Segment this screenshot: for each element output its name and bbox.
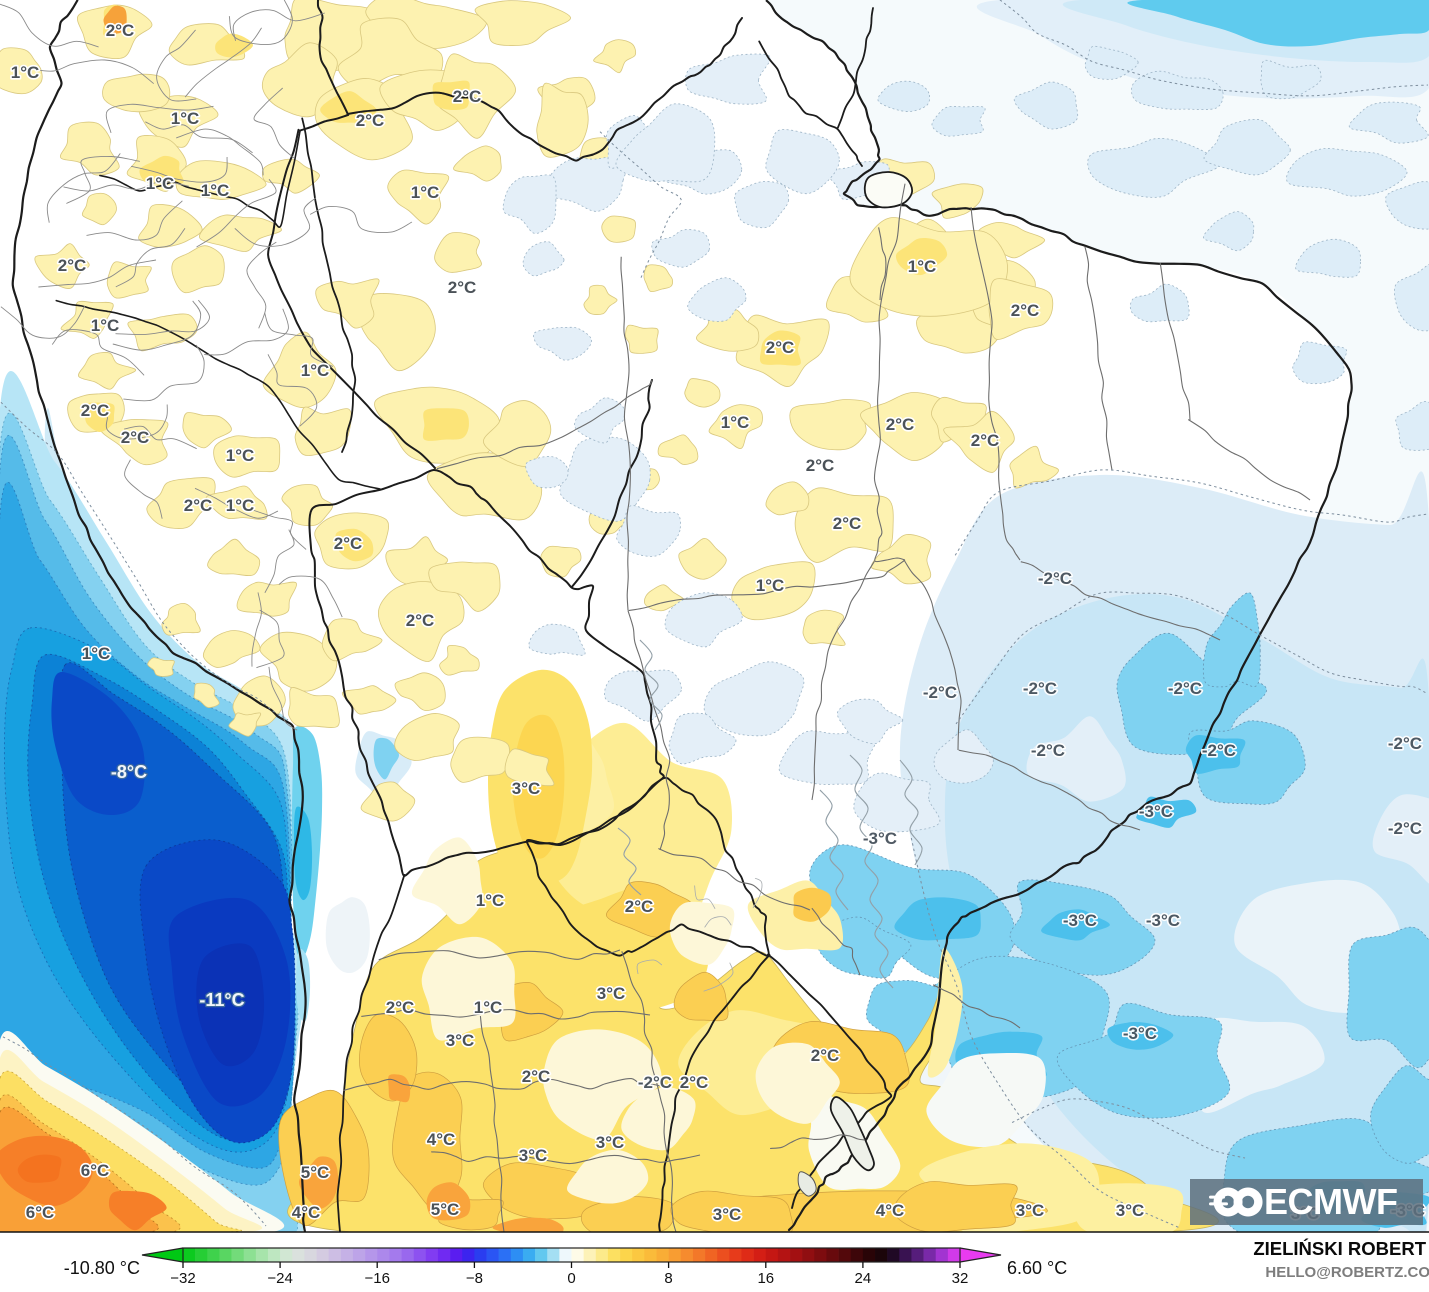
svg-text:2°C: 2°C — [106, 21, 135, 40]
svg-text:4°C: 4°C — [292, 1203, 321, 1222]
svg-text:2°C: 2°C — [121, 428, 150, 447]
svg-text:-2°C: -2°C — [923, 683, 957, 702]
svg-text:ECMWF: ECMWF — [1264, 1181, 1397, 1222]
svg-text:24: 24 — [855, 1270, 872, 1287]
svg-text:2°C: 2°C — [680, 1073, 709, 1092]
svg-text:1°C: 1°C — [476, 891, 505, 910]
svg-text:−32: −32 — [170, 1270, 195, 1287]
svg-text:-2°C: -2°C — [1031, 741, 1065, 760]
svg-text:2°C: 2°C — [448, 278, 477, 297]
svg-text:1°C: 1°C — [226, 496, 255, 515]
svg-text:1°C: 1°C — [474, 998, 503, 1017]
svg-text:1°C: 1°C — [301, 361, 330, 380]
svg-text:1°C: 1°C — [11, 63, 40, 82]
svg-text:5°C: 5°C — [301, 1163, 330, 1182]
svg-text:6°C: 6°C — [81, 1161, 110, 1180]
svg-text:-2°C: -2°C — [1038, 569, 1072, 588]
svg-text:3°C: 3°C — [713, 1205, 742, 1224]
svg-text:2°C: 2°C — [766, 338, 795, 357]
svg-text:16: 16 — [757, 1270, 774, 1287]
svg-text:1°C: 1°C — [146, 174, 175, 193]
svg-text:2°C: 2°C — [971, 431, 1000, 450]
svg-text:6°C: 6°C — [26, 1203, 55, 1222]
svg-text:-3°C: -3°C — [1123, 1024, 1157, 1043]
svg-text:-3°C: -3°C — [1139, 802, 1173, 821]
svg-text:ZIELIŃSKI ROBERT: ZIELIŃSKI ROBERT — [1253, 1238, 1426, 1259]
svg-text:−24: −24 — [267, 1270, 292, 1287]
svg-text:8: 8 — [664, 1270, 672, 1287]
svg-text:2°C: 2°C — [81, 401, 110, 420]
svg-text:-2°C: -2°C — [1023, 679, 1057, 698]
svg-text:3°C: 3°C — [512, 779, 541, 798]
svg-text:-2°C: -2°C — [1388, 734, 1422, 753]
svg-text:3°C: 3°C — [1016, 1201, 1045, 1220]
svg-text:−8: −8 — [466, 1270, 483, 1287]
svg-text:4°C: 4°C — [427, 1130, 456, 1149]
svg-text:2°C: 2°C — [334, 534, 363, 553]
svg-text:3°C: 3°C — [597, 984, 626, 1003]
svg-text:-2°C: -2°C — [1202, 741, 1236, 760]
svg-text:2°C: 2°C — [356, 111, 385, 130]
svg-text:HELLO@ROBERTZ.CO: HELLO@ROBERTZ.CO — [1265, 1264, 1429, 1281]
svg-text:2°C: 2°C — [453, 87, 482, 106]
svg-text:2°C: 2°C — [1011, 301, 1040, 320]
svg-text:6.60 °C: 6.60 °C — [1007, 1258, 1067, 1278]
svg-text:0: 0 — [567, 1270, 575, 1287]
svg-text:1°C: 1°C — [201, 181, 230, 200]
svg-text:-3°C: -3°C — [1146, 911, 1180, 930]
svg-text:1°C: 1°C — [756, 576, 785, 595]
svg-text:5°C: 5°C — [431, 1200, 460, 1219]
svg-text:-11°C: -11°C — [199, 990, 244, 1010]
svg-text:1°C: 1°C — [721, 413, 750, 432]
svg-text:2°C: 2°C — [184, 496, 213, 515]
svg-text:1°C: 1°C — [91, 316, 120, 335]
svg-text:-2°C: -2°C — [1168, 679, 1202, 698]
svg-text:2°C: 2°C — [386, 998, 415, 1017]
svg-text:3°C: 3°C — [1116, 1201, 1145, 1220]
svg-text:2°C: 2°C — [811, 1046, 840, 1065]
svg-text:2°C: 2°C — [886, 415, 915, 434]
svg-text:4°C: 4°C — [876, 1201, 905, 1220]
svg-text:−16: −16 — [364, 1270, 389, 1287]
svg-text:2°C: 2°C — [806, 456, 835, 475]
svg-text:-8°C: -8°C — [111, 762, 147, 782]
svg-text:-2°C: -2°C — [1388, 819, 1422, 838]
svg-text:1°C: 1°C — [226, 446, 255, 465]
svg-text:-3°C: -3°C — [1063, 911, 1097, 930]
svg-text:2°C: 2°C — [58, 256, 87, 275]
svg-text:2°C: 2°C — [522, 1067, 551, 1086]
svg-text:1°C: 1°C — [411, 183, 440, 202]
svg-text:2°C: 2°C — [833, 514, 862, 533]
svg-text:3°C: 3°C — [596, 1133, 625, 1152]
svg-text:-10.80 °C: -10.80 °C — [64, 1258, 140, 1278]
svg-text:-3°C: -3°C — [863, 829, 897, 848]
svg-text:2°C: 2°C — [406, 611, 435, 630]
svg-text:1°C: 1°C — [908, 257, 937, 276]
svg-text:2°C: 2°C — [625, 897, 654, 916]
svg-text:3°C: 3°C — [446, 1031, 475, 1050]
svg-text:1°C: 1°C — [171, 109, 200, 128]
svg-text:3°C: 3°C — [519, 1146, 548, 1165]
svg-text:1°C: 1°C — [82, 644, 111, 663]
svg-text:-2°C: -2°C — [638, 1073, 672, 1092]
svg-text:32: 32 — [952, 1270, 969, 1287]
